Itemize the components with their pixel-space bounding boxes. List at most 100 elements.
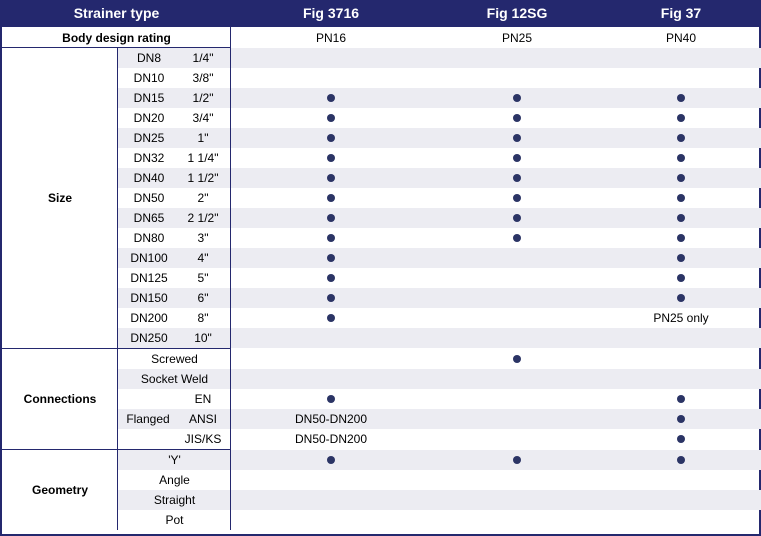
row-shade (231, 369, 761, 389)
availability-dot (327, 94, 335, 102)
availability-dot (327, 134, 335, 142)
size-inch-label: 1 1/2" (187, 171, 219, 185)
availability-dot (327, 294, 335, 302)
availability-dot (513, 94, 521, 102)
size-dn-label: DN10 (133, 71, 165, 85)
availability-dot (677, 214, 685, 222)
connection-row: JIS/KS DN50-DN200 (2, 429, 761, 449)
availability-dot (513, 355, 521, 363)
availability-note: DN50-DN200 (294, 412, 368, 426)
row-shade (231, 409, 761, 429)
section-divider (2, 47, 231, 48)
availability-dot (513, 194, 521, 202)
col-header-fig-37: Fig 37 (660, 5, 702, 21)
size-dn-label: DN250 (130, 331, 168, 345)
row-shade (118, 288, 231, 308)
row-shade (231, 208, 761, 228)
col-header-fig-12sg: Fig 12SG (486, 5, 548, 21)
col-header-fig-3716: Fig 3716 (302, 5, 360, 21)
size-dn-label: DN25 (133, 131, 165, 145)
row-shade (231, 88, 761, 108)
size-dn-label: DN80 (133, 231, 165, 245)
section-divider (2, 348, 231, 349)
availability-dot (327, 395, 335, 403)
row-shade (118, 128, 231, 148)
connection-row: EN (2, 389, 761, 409)
connections-group-label: Connections (23, 392, 97, 406)
row-shade (231, 168, 761, 188)
geometry-label: Straight (153, 493, 196, 507)
table-header: Strainer type Fig 3716 Fig 12SG Fig 37 (2, 0, 761, 27)
geometry-group-label: Geometry (31, 483, 89, 497)
size-inch-label: 10" (194, 331, 212, 345)
column-divider (230, 27, 231, 530)
availability-dot (677, 94, 685, 102)
availability-dot (677, 254, 685, 262)
size-row: DN15 1/2" (2, 88, 761, 108)
row-shade (231, 490, 761, 510)
availability-dot (513, 214, 521, 222)
row-shade (118, 48, 231, 68)
availability-dot (327, 194, 335, 202)
availability-dot (327, 114, 335, 122)
geometry-label: Angle (159, 473, 190, 487)
availability-dot (677, 134, 685, 142)
size-row: DN150 6" (2, 288, 761, 308)
geometry-row: 'Y' (2, 450, 761, 470)
connection-label: JIS/KS (184, 432, 222, 446)
availability-dot (677, 395, 685, 403)
availability-dot (677, 274, 685, 282)
connection-label: Socket Weld (140, 372, 209, 386)
size-row: DN20 3/4" (2, 108, 761, 128)
row-shade (231, 128, 761, 148)
availability-dot (327, 314, 335, 322)
availability-dot (677, 114, 685, 122)
row-shade (231, 450, 761, 470)
size-inch-label: 1/2" (192, 91, 214, 105)
size-dn-label: DN100 (130, 251, 168, 265)
row-shade (118, 88, 231, 108)
body-rating-value: PN25 (501, 31, 533, 45)
row-shade (231, 48, 761, 68)
flanged-label: Flanged (126, 412, 170, 426)
size-dn-label: DN40 (133, 171, 165, 185)
availability-dot (677, 456, 685, 464)
size-dn-label: DN65 (133, 211, 165, 225)
section-divider (2, 449, 231, 450)
row-shade (118, 328, 231, 348)
size-inch-label: 3" (197, 231, 209, 245)
connection-row: ANSI DN50-DN200 (2, 409, 761, 429)
row-shade (118, 208, 231, 228)
size-dn-label: DN8 (136, 51, 161, 65)
size-dn-label: DN125 (130, 271, 168, 285)
strainer-type-header: Strainer type (73, 5, 160, 21)
row-shade (118, 490, 231, 510)
size-inch-label: 1" (197, 131, 209, 145)
availability-dot (327, 456, 335, 464)
availability-dot (513, 174, 521, 182)
availability-dot (677, 415, 685, 423)
availability-note: DN50-DN200 (294, 432, 368, 446)
geometry-label: 'Y' (168, 453, 181, 467)
availability-dot (677, 154, 685, 162)
size-inch-label: 2 1/2" (187, 211, 219, 225)
size-row: DN50 2" (2, 188, 761, 208)
availability-dot (327, 274, 335, 282)
size-row: DN80 3" (2, 228, 761, 248)
size-row: DN250 10" (2, 328, 761, 348)
size-inch-label: 8" (197, 311, 209, 325)
geometry-row: Angle (2, 470, 761, 490)
size-row: DN125 5" (2, 268, 761, 288)
row-shade (118, 450, 231, 470)
availability-dot (327, 254, 335, 262)
availability-dot (513, 234, 521, 242)
availability-dot (327, 154, 335, 162)
availability-dot (513, 134, 521, 142)
connection-label: EN (194, 392, 212, 406)
body-rating-value: PN40 (665, 31, 697, 45)
size-row: DN32 1 1/4" (2, 148, 761, 168)
size-inch-label: 3/4" (192, 111, 214, 125)
size-dn-label: DN50 (133, 191, 165, 205)
availability-dot (677, 194, 685, 202)
geometry-row: Straight (2, 490, 761, 510)
